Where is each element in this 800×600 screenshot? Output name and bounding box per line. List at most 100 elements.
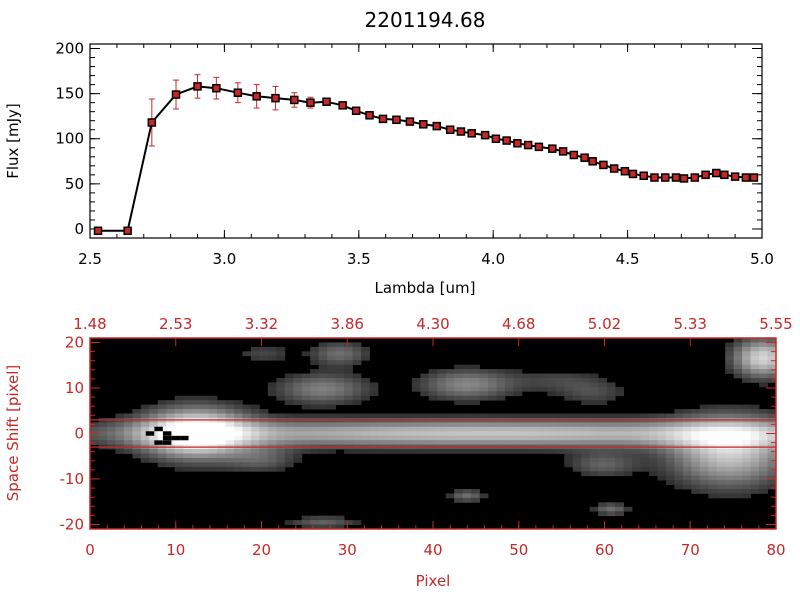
- heatmap-cell: [555, 435, 565, 441]
- heatmap-cell: [276, 395, 286, 401]
- heatmap-cell: [115, 426, 125, 432]
- heatmap-cell: [267, 431, 277, 437]
- heatmap-cell: [725, 457, 735, 463]
- heatmap-cell: [318, 395, 328, 401]
- heatmap-cell: [488, 422, 497, 428]
- heatmap-cell: [462, 497, 472, 503]
- heatmap-cell: [284, 462, 294, 468]
- heatmap-cell: [530, 386, 540, 392]
- heatmap-cell: [733, 453, 743, 459]
- heatmap-cell: [742, 409, 751, 414]
- data-point: [502, 136, 511, 145]
- heatmap-cell: [454, 400, 464, 406]
- wavelength-tick-label: 4.30: [416, 315, 449, 333]
- heatmap-cell: [301, 426, 311, 432]
- heatmap-cell: [369, 413, 379, 419]
- heatmap-cell: [462, 400, 472, 406]
- heatmap-cell: [488, 377, 497, 383]
- heatmap-cell: [488, 373, 497, 379]
- heatmap-cell: [149, 449, 159, 454]
- heatmap-cell: [538, 413, 548, 419]
- heatmap-cell: [242, 422, 252, 428]
- heatmap-cell: [250, 426, 260, 432]
- heatmap-cell: [462, 382, 472, 388]
- heatmap-cell: [318, 382, 328, 388]
- heatmap-cell: [521, 373, 531, 379]
- heatmap-cell: [682, 457, 692, 463]
- heatmap-cell: [530, 422, 540, 428]
- heatmap-cell: [708, 422, 718, 428]
- heatmap-cell: [733, 355, 743, 361]
- heatmap-cell: [598, 449, 608, 454]
- heatmap-cell: [462, 422, 472, 428]
- heatmap-cell: [200, 453, 209, 459]
- heatmap-cell: [191, 400, 201, 406]
- heatmap-cell: [318, 342, 328, 348]
- heatmap-cell: [462, 386, 472, 392]
- data-point: [252, 92, 261, 101]
- heatmap-cell: [454, 426, 464, 432]
- heatmap-cell: [581, 373, 591, 379]
- heatmap-cell: [564, 413, 574, 419]
- heatmap-cell: [496, 373, 506, 379]
- wavelength-tick-label: 2.53: [159, 315, 192, 333]
- heatmap-cell: [572, 440, 582, 445]
- heatmap-cell: [361, 351, 370, 357]
- heatmap-cell: [369, 440, 379, 445]
- data-point: [599, 160, 608, 170]
- heatmap-cell: [174, 409, 184, 414]
- heatmap-cell: [217, 404, 226, 410]
- heatmap-cell: [394, 435, 404, 441]
- heatmap-cell: [615, 391, 624, 397]
- heatmap-cell: [361, 386, 370, 392]
- heatmap-cell: [640, 457, 650, 463]
- heatmap-cell: [183, 400, 193, 406]
- heatmap-cell: [606, 471, 616, 477]
- heatmap-cell: [682, 431, 692, 437]
- heatmap-cell: [344, 364, 353, 370]
- heatmap-cell: [767, 346, 777, 352]
- heatmap-cell: [327, 524, 337, 530]
- pixel-tick-label: 10: [166, 541, 185, 559]
- heatmap-cell: [538, 386, 548, 392]
- pixel-axis-label: Pixel: [416, 572, 451, 590]
- heatmap-cell: [149, 435, 159, 441]
- heatmap-cell: [725, 475, 735, 481]
- heatmap-cell: [699, 475, 709, 481]
- heatmap-cell: [462, 391, 472, 397]
- heatmap-cell: [242, 431, 252, 437]
- heatmap-cell: [632, 457, 641, 463]
- heatmap-cell: [521, 413, 531, 419]
- heatmap-cell: [504, 435, 514, 441]
- heatmap-cell: [123, 440, 133, 445]
- data-point: [660, 173, 670, 182]
- heatmap-cell: [564, 435, 574, 441]
- heatmap-cell: [352, 360, 362, 366]
- heatmap-cell: [521, 431, 531, 437]
- heatmap-cell: [708, 404, 718, 410]
- heatmap-cell: [725, 360, 735, 366]
- heatmap-cell: [767, 466, 777, 472]
- heatmap-cell: [293, 520, 303, 525]
- heatmap-cell: [581, 449, 591, 454]
- heatmap-cell: [742, 346, 751, 352]
- heatmap-cell: [708, 457, 718, 463]
- heatmap-cell: [335, 342, 345, 348]
- heatmap-cell: [759, 475, 768, 481]
- heatmap-cell: [699, 466, 709, 472]
- x-tick-label: 5.0: [750, 250, 774, 268]
- data-point: [749, 173, 759, 182]
- image-axis-ticks: 0 10 20 30 40 50 60 70 80 1.48 2.53 3.32 3.86 4.30 4.6…: [60, 315, 793, 559]
- heatmap-cell: [284, 391, 294, 397]
- heatmap-cell: [250, 462, 260, 468]
- heatmap-cell: [403, 440, 413, 445]
- heatmap-cell: [335, 351, 345, 357]
- heatmap-cell: [538, 373, 548, 379]
- heatmap-cell: [538, 449, 548, 454]
- heatmap-cell: [716, 453, 726, 459]
- heatmap-cell: [725, 422, 735, 428]
- heatmap-cell: [581, 400, 591, 406]
- heatmap-cell: [742, 342, 751, 348]
- heatmap-cell: [344, 520, 353, 525]
- heatmap-cell: [750, 364, 760, 370]
